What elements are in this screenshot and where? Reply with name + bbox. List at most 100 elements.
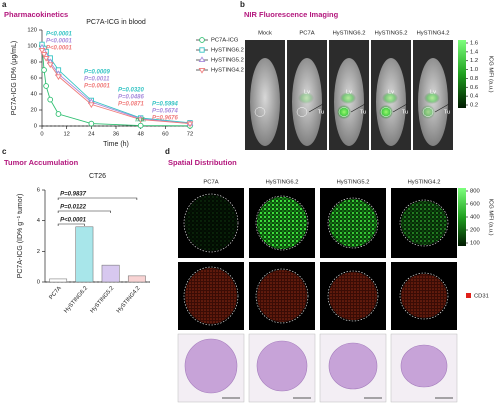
panel-letter: c — [2, 147, 7, 156]
x-tick-label: 60 — [162, 132, 168, 138]
colorbar-label: ICG MFI (a.u.) — [487, 198, 493, 235]
y-tick-label: 0 — [37, 280, 40, 286]
tissue-outline — [255, 268, 309, 324]
colorbar-tick-label: 1.4 — [470, 49, 479, 55]
p-value: P=0.0871 — [118, 102, 145, 108]
p-value: P=0.0486 — [118, 95, 145, 101]
y-tick-label: 0 — [34, 124, 37, 130]
tissue-outline — [327, 197, 379, 249]
p-value: P<0.0001 — [46, 46, 73, 52]
bar — [75, 226, 94, 283]
mouse-body — [250, 58, 280, 146]
cd31-signal — [185, 268, 237, 324]
arrow — [434, 103, 450, 113]
bar — [127, 275, 146, 283]
marker — [199, 37, 205, 43]
panel-letter: d — [165, 147, 170, 156]
p-value: P=0.5994 — [152, 102, 179, 108]
fluor-signal — [185, 195, 237, 251]
marker — [55, 74, 62, 81]
organ-label: Tu — [360, 110, 367, 116]
legend-label: HySTING4.2 — [211, 68, 244, 74]
group-label: PC7A — [203, 180, 218, 186]
organ-label: Tu — [444, 110, 451, 116]
marker — [198, 56, 206, 63]
marker — [47, 96, 54, 103]
group-label: Mock — [258, 31, 272, 37]
tumor-outline — [338, 107, 350, 117]
chart-title: CT26 — [89, 173, 106, 180]
liver-signal — [298, 92, 314, 104]
panel-title: NIR Fluorescence Imaging — [244, 10, 339, 19]
p-value: P=0.9837 — [60, 192, 87, 198]
x-tick-label: 24 — [88, 132, 95, 138]
marker — [40, 51, 48, 58]
marker — [42, 55, 50, 62]
y-tick-label: 100 — [27, 44, 37, 50]
group-label: HySTING5.2 — [375, 31, 408, 37]
he-tissue — [328, 342, 378, 390]
liver-signal — [340, 92, 356, 104]
tissue-outline — [399, 272, 449, 320]
tissue-outline — [255, 195, 309, 251]
marker — [88, 120, 95, 127]
y-axis-label: PC7A-ICG ID% (μg/mL) — [11, 41, 18, 115]
arrow — [392, 103, 408, 113]
x-tick-label: HySTING6.2 — [63, 285, 89, 314]
marker — [137, 122, 144, 129]
y-tick-label: 80 — [31, 60, 37, 66]
panel-title: Tumor Accumulation — [4, 158, 79, 167]
tissue-outline — [183, 266, 239, 326]
group-label: HySTING5.2 — [337, 180, 370, 186]
bar — [101, 264, 120, 283]
fluor-signal — [257, 197, 307, 249]
colorbar-tick-label: 1.0 — [470, 67, 478, 73]
p-value: P=0.0001 — [84, 84, 111, 90]
y-tick-label: 2 — [37, 249, 40, 255]
colorbar-tick-label: 1.2 — [470, 58, 478, 64]
panel-letter: a — [2, 0, 7, 9]
panel-title: Pharmacokinetics — [4, 10, 68, 19]
arrow — [308, 103, 324, 113]
x-tick-label: HySTING5.2 — [90, 285, 116, 314]
x-tick-label: 12 — [63, 132, 69, 138]
y-tick-label: 20 — [31, 108, 37, 114]
marker — [38, 47, 46, 54]
tumor-outline — [254, 107, 266, 117]
colorbar — [458, 40, 466, 108]
p-value: P<0.0001 — [46, 32, 73, 38]
stain-swatch — [466, 293, 471, 298]
colorbar-tick-label: 0.2 — [470, 103, 478, 109]
group-label: PC7A — [299, 31, 314, 37]
colorbar-tick-label: 800 — [470, 189, 480, 195]
organ-label: Tu — [318, 110, 325, 116]
x-tick-label: 48 — [137, 132, 143, 138]
legend-label: HySTING5.2 — [211, 58, 244, 64]
tissue-outline — [327, 270, 379, 322]
colorbar-tick-label: 0.4 — [470, 94, 479, 100]
colorbar-tick-label: 1.6 — [470, 41, 478, 47]
marker — [55, 111, 62, 117]
legend-label: HySTING6.2 — [211, 48, 244, 54]
y-tick-label: 6 — [37, 188, 40, 194]
he-tissue — [184, 338, 238, 394]
colorbar-tick-label: 0.8 — [470, 76, 478, 82]
y-tick-label: 40 — [31, 92, 37, 98]
marker — [46, 62, 54, 69]
colorbar-tick-label: 0.6 — [470, 85, 478, 91]
p-value: P=0.0122 — [60, 205, 87, 211]
y-tick-label: 60 — [31, 76, 37, 82]
y-tick-label: 4 — [37, 218, 41, 224]
bar — [49, 278, 68, 283]
p-value: P=0.0009 — [84, 70, 111, 76]
nd-label: n.d. — [135, 118, 146, 124]
colorbar — [458, 188, 466, 246]
marker — [87, 102, 95, 109]
cd31-signal — [257, 270, 307, 322]
group-label: HySTING6.2 — [333, 31, 366, 37]
he-tissue — [400, 344, 448, 388]
marker — [137, 117, 145, 124]
x-tick-label: 0 — [40, 132, 43, 138]
panel-title: Spatial Distribution — [168, 158, 237, 167]
